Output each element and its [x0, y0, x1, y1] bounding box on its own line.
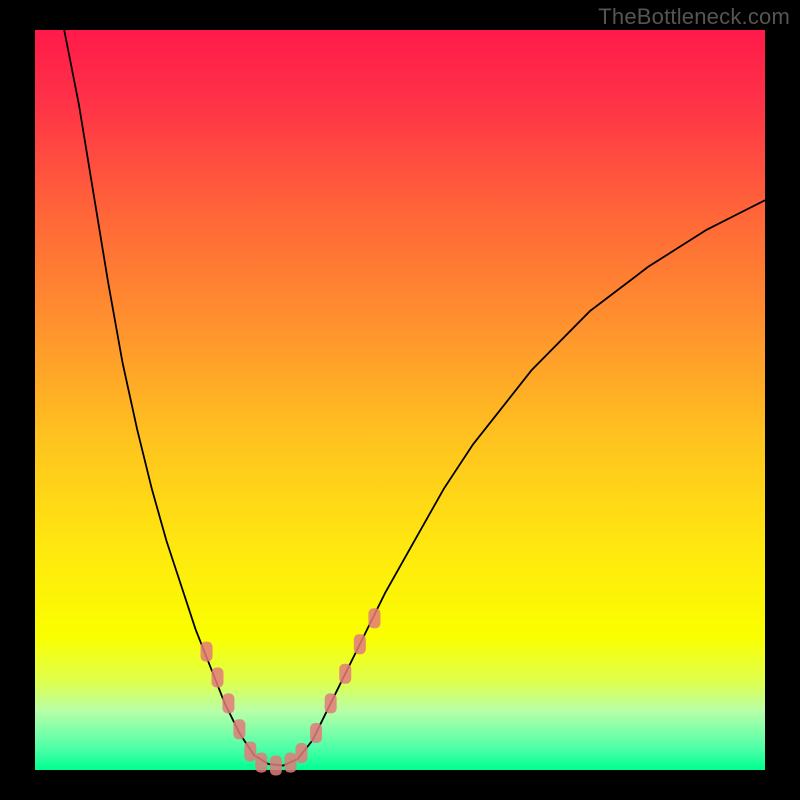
chart-container: TheBottleneck.com [0, 0, 800, 800]
data-marker [354, 634, 366, 654]
data-marker [255, 753, 267, 773]
data-marker [222, 693, 234, 713]
data-marker [368, 608, 380, 628]
data-marker [339, 664, 351, 684]
bottleneck-curve-chart [0, 0, 800, 800]
data-marker [325, 693, 337, 713]
data-marker [233, 719, 245, 739]
data-marker [285, 753, 297, 773]
data-marker [244, 742, 256, 762]
data-marker [201, 642, 213, 662]
data-marker [212, 668, 224, 688]
data-marker [310, 723, 322, 743]
data-marker [295, 743, 307, 763]
watermark-text: TheBottleneck.com [598, 4, 790, 30]
data-marker [270, 756, 282, 776]
